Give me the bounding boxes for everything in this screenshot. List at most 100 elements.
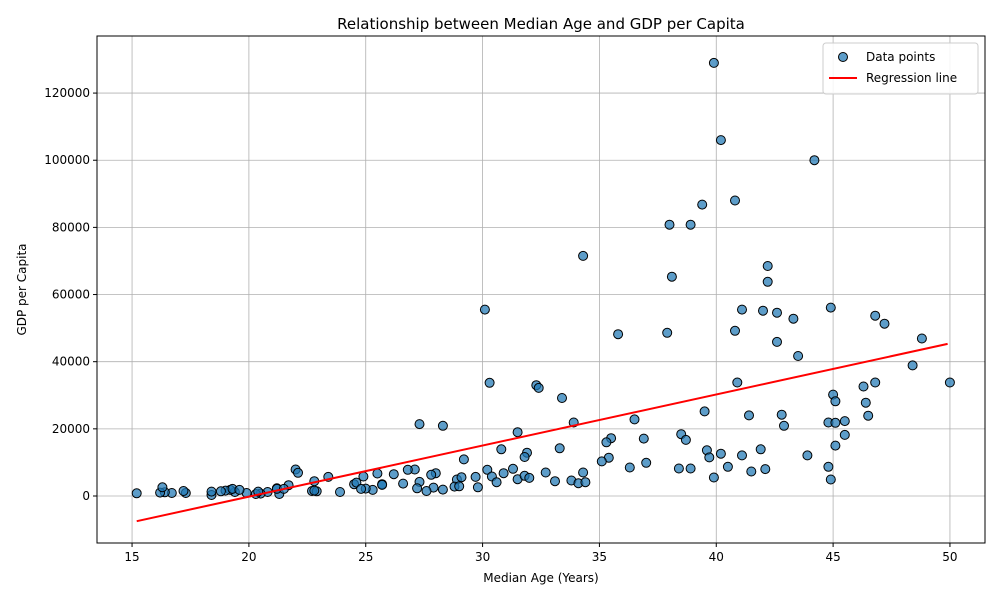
data-point bbox=[715, 448, 726, 459]
data-point bbox=[732, 377, 743, 388]
legend-marker-points bbox=[838, 52, 848, 62]
data-point bbox=[524, 472, 535, 483]
y-tick-label: 60000 bbox=[52, 288, 90, 302]
data-point bbox=[839, 416, 850, 427]
legend-label-points: Data points bbox=[866, 50, 935, 64]
data-point bbox=[458, 454, 469, 465]
data-point bbox=[830, 440, 841, 451]
x-tick-label: 35 bbox=[592, 550, 607, 564]
data-point bbox=[772, 307, 782, 318]
data-point bbox=[755, 444, 766, 455]
data-point bbox=[793, 351, 804, 361]
legend-box bbox=[822, 42, 979, 95]
data-point bbox=[641, 457, 652, 468]
data-point bbox=[377, 479, 388, 490]
data-point bbox=[533, 382, 544, 393]
data-point bbox=[830, 396, 841, 407]
data-point bbox=[858, 381, 869, 392]
data-point bbox=[879, 318, 890, 329]
data-point bbox=[206, 486, 217, 497]
data-point bbox=[178, 486, 189, 496]
data-point bbox=[666, 271, 677, 282]
data-point bbox=[412, 483, 423, 494]
data-point bbox=[540, 467, 551, 478]
data-point bbox=[388, 469, 399, 480]
data-point bbox=[839, 429, 850, 440]
data-point bbox=[762, 261, 773, 271]
data-point bbox=[863, 410, 874, 421]
data-point bbox=[437, 484, 448, 495]
data-point bbox=[402, 464, 413, 475]
data-point bbox=[825, 302, 836, 313]
data-point bbox=[638, 433, 649, 444]
legend-label-regression: Regression line bbox=[866, 71, 957, 85]
data-point bbox=[708, 472, 719, 483]
x-tick-label: 45 bbox=[825, 550, 840, 564]
x-tick-label: 30 bbox=[475, 550, 490, 564]
data-point bbox=[708, 57, 719, 68]
data-point bbox=[580, 477, 591, 488]
data-point bbox=[309, 485, 320, 496]
y-tick-label: 40000 bbox=[52, 355, 90, 369]
data-point bbox=[484, 377, 495, 388]
data-point bbox=[479, 304, 490, 315]
data-point bbox=[744, 410, 754, 421]
x-tick-label: 40 bbox=[709, 550, 724, 564]
data-point bbox=[335, 487, 345, 497]
data-point bbox=[809, 155, 820, 166]
x-tick-label: 25 bbox=[358, 550, 373, 564]
data-point bbox=[613, 329, 624, 340]
data-point bbox=[944, 377, 955, 388]
data-point bbox=[519, 452, 530, 462]
x-tick-label: 50 bbox=[942, 550, 957, 564]
data-point bbox=[131, 488, 142, 499]
data-point bbox=[508, 463, 518, 474]
axis-ticks: 15 20 25 30 35 40 45 50 0 20000 40000 60000 80000 100… bbox=[44, 86, 957, 564]
data-point bbox=[512, 427, 523, 438]
data-point bbox=[779, 420, 789, 431]
data-point bbox=[472, 482, 483, 493]
data-point bbox=[157, 482, 168, 493]
data-point bbox=[456, 472, 467, 483]
data-point bbox=[293, 467, 303, 478]
data-point bbox=[870, 310, 881, 321]
data-point bbox=[454, 481, 465, 492]
data-point bbox=[554, 443, 565, 454]
x-tick-label: 20 bbox=[241, 550, 256, 564]
regression-line bbox=[136, 342, 948, 523]
data-point bbox=[664, 219, 675, 230]
y-tick-label: 80000 bbox=[52, 220, 90, 234]
data-point bbox=[788, 313, 799, 324]
data-point bbox=[496, 444, 507, 455]
data-point bbox=[715, 135, 726, 146]
data-point bbox=[746, 466, 757, 477]
data-points bbox=[131, 57, 955, 500]
data-point bbox=[421, 486, 432, 496]
data-point bbox=[601, 437, 612, 448]
data-point bbox=[758, 305, 768, 316]
data-point bbox=[776, 409, 787, 420]
data-point bbox=[557, 393, 567, 403]
data-point bbox=[215, 486, 226, 497]
y-axis-label: GDP per Capita bbox=[15, 243, 29, 335]
data-point bbox=[830, 417, 841, 428]
data-point bbox=[823, 461, 834, 472]
data-point bbox=[697, 199, 708, 210]
data-point bbox=[629, 414, 640, 425]
data-point bbox=[760, 464, 771, 475]
data-point bbox=[578, 250, 589, 261]
plot-frame bbox=[96, 35, 986, 544]
data-point bbox=[737, 304, 747, 315]
data-point bbox=[685, 219, 696, 230]
data-point bbox=[704, 452, 715, 463]
data-point bbox=[356, 483, 367, 494]
y-tick-label: 20000 bbox=[52, 422, 90, 436]
data-point bbox=[870, 377, 881, 388]
data-point bbox=[662, 327, 673, 338]
data-point bbox=[802, 450, 813, 461]
data-point bbox=[680, 434, 691, 445]
data-point bbox=[860, 397, 871, 408]
data-point bbox=[685, 463, 696, 474]
data-point bbox=[596, 456, 607, 467]
data-point bbox=[498, 468, 509, 479]
